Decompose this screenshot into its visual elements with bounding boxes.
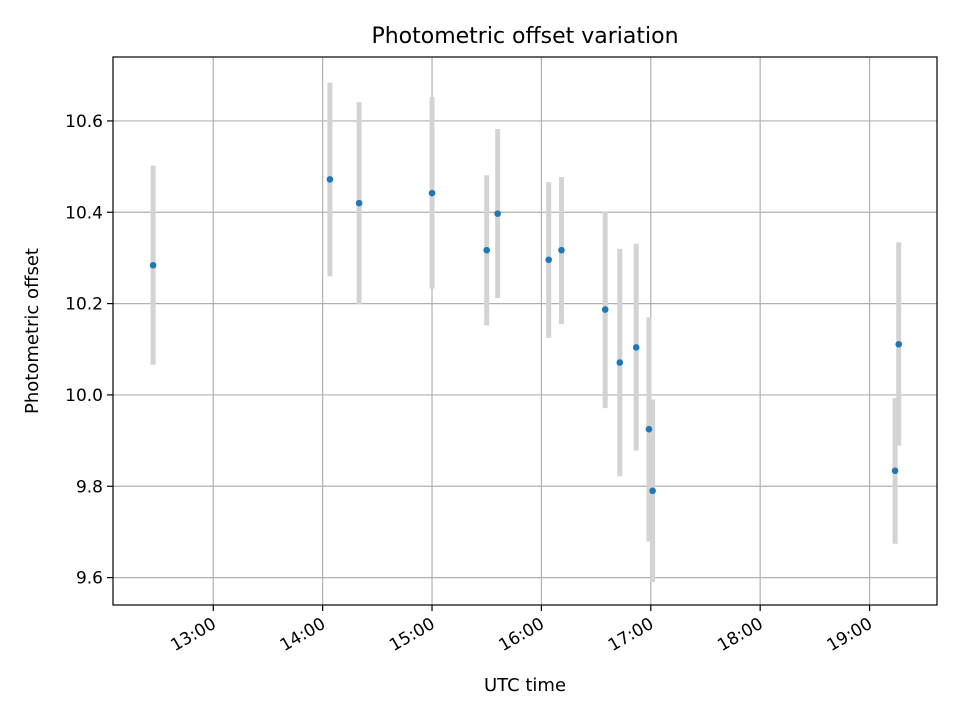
data-point bbox=[149, 261, 157, 269]
y-tick-label: 10.4 bbox=[65, 203, 103, 223]
x-axis-label: UTC time bbox=[484, 675, 566, 696]
data-point bbox=[645, 425, 653, 433]
data-point bbox=[895, 340, 903, 348]
y-tick-label: 9.8 bbox=[76, 477, 103, 497]
y-axis-label: Photometric offset bbox=[22, 248, 43, 414]
data-point bbox=[545, 256, 552, 264]
y-tick-label: 10.6 bbox=[65, 112, 103, 132]
data-points bbox=[149, 176, 903, 495]
data-point bbox=[891, 467, 899, 475]
data-point bbox=[428, 189, 436, 197]
y-tick-label: 9.6 bbox=[76, 569, 103, 589]
y-tick-label: 10.0 bbox=[65, 386, 103, 406]
plot-frame bbox=[112, 56, 938, 606]
data-point bbox=[326, 176, 334, 183]
data-point bbox=[355, 199, 363, 207]
y-tick-label: 10.2 bbox=[65, 295, 103, 315]
data-point bbox=[483, 246, 491, 254]
data-point bbox=[649, 487, 656, 495]
chart-title: Photometric offset variation bbox=[371, 24, 678, 49]
data-point bbox=[494, 210, 501, 217]
data-point bbox=[616, 359, 624, 366]
data-point bbox=[558, 246, 565, 254]
data-point bbox=[632, 344, 640, 351]
data-point bbox=[601, 306, 609, 313]
